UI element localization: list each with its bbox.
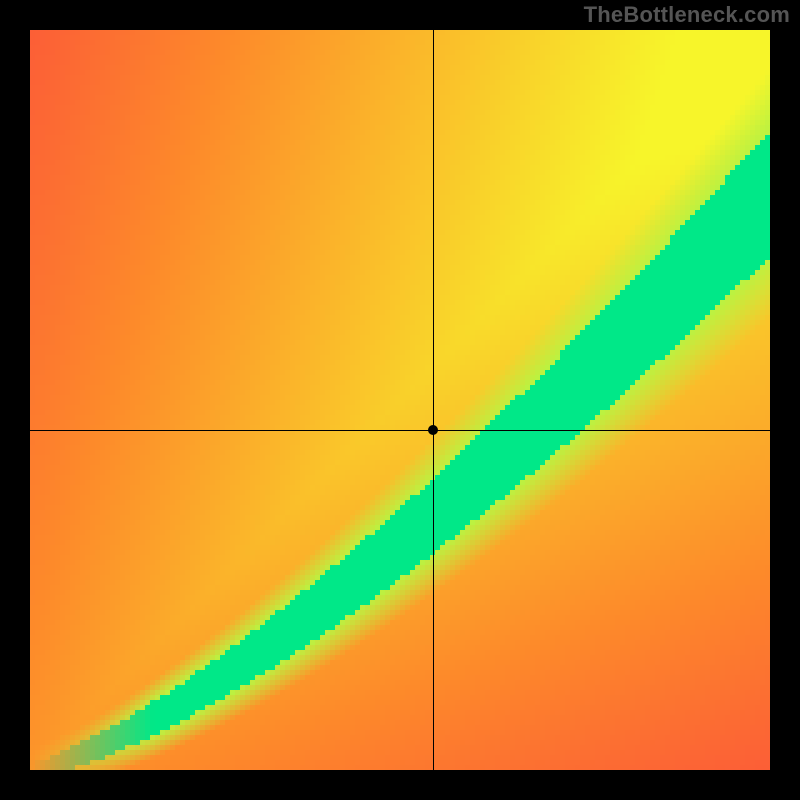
chart-container: TheBottleneck.com bbox=[0, 0, 800, 800]
heatmap-canvas bbox=[30, 30, 770, 770]
crosshair-horizontal bbox=[30, 430, 770, 431]
crosshair-vertical bbox=[433, 30, 434, 770]
marker-point bbox=[428, 425, 438, 435]
watermark-text: TheBottleneck.com bbox=[584, 2, 790, 28]
plot-area bbox=[30, 30, 770, 770]
